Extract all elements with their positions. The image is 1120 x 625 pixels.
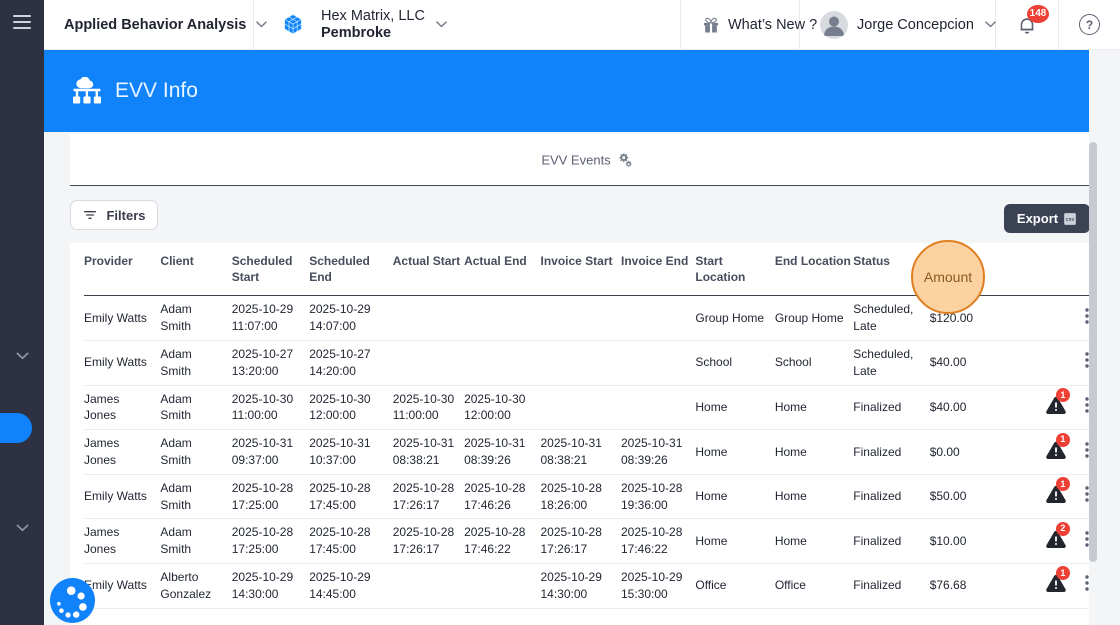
svg-text:CSV: CSV [1066, 216, 1075, 221]
